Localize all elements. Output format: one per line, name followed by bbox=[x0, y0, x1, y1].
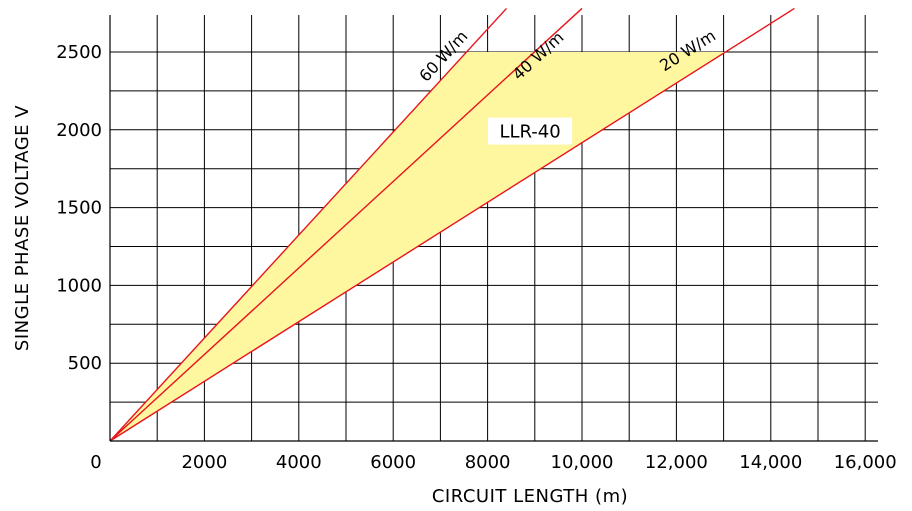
x-tick-label: 10,000 bbox=[551, 452, 614, 473]
x-tick-label: 2000 bbox=[181, 452, 227, 473]
y-tick-label: 1000 bbox=[56, 275, 102, 296]
x-tick-label: 12,000 bbox=[645, 452, 708, 473]
region-label-bg bbox=[488, 117, 573, 145]
x-tick-label: 16,000 bbox=[834, 452, 897, 473]
x-tick-label: 8000 bbox=[465, 452, 511, 473]
y-tick-label: 2000 bbox=[56, 120, 102, 141]
series-line bbox=[109, 7, 795, 442]
series-group bbox=[109, 7, 795, 442]
y-tick-label: 2500 bbox=[56, 42, 102, 63]
x-tick-label: 6000 bbox=[370, 452, 416, 473]
series-line bbox=[109, 7, 507, 442]
x-tick-label: 0 bbox=[90, 452, 101, 473]
x-axis-label: CIRCUIT LENGTH (m) bbox=[432, 486, 628, 507]
tick-labels: 0 2000 4000 6000 8000 10,000 12,000 14,000 16,00… bbox=[56, 42, 897, 473]
x-tick-label: 4000 bbox=[276, 452, 322, 473]
x-tick-label: 14,000 bbox=[739, 452, 802, 473]
y-axis-label: SINGLE PHASE VOLTAGE V bbox=[12, 105, 33, 351]
region-label: LLR-40 bbox=[499, 122, 560, 143]
y-tick-label: 500 bbox=[68, 353, 102, 374]
series-line bbox=[109, 7, 583, 442]
axes bbox=[109, 15, 878, 442]
y-tick-label: 1500 bbox=[56, 198, 102, 219]
